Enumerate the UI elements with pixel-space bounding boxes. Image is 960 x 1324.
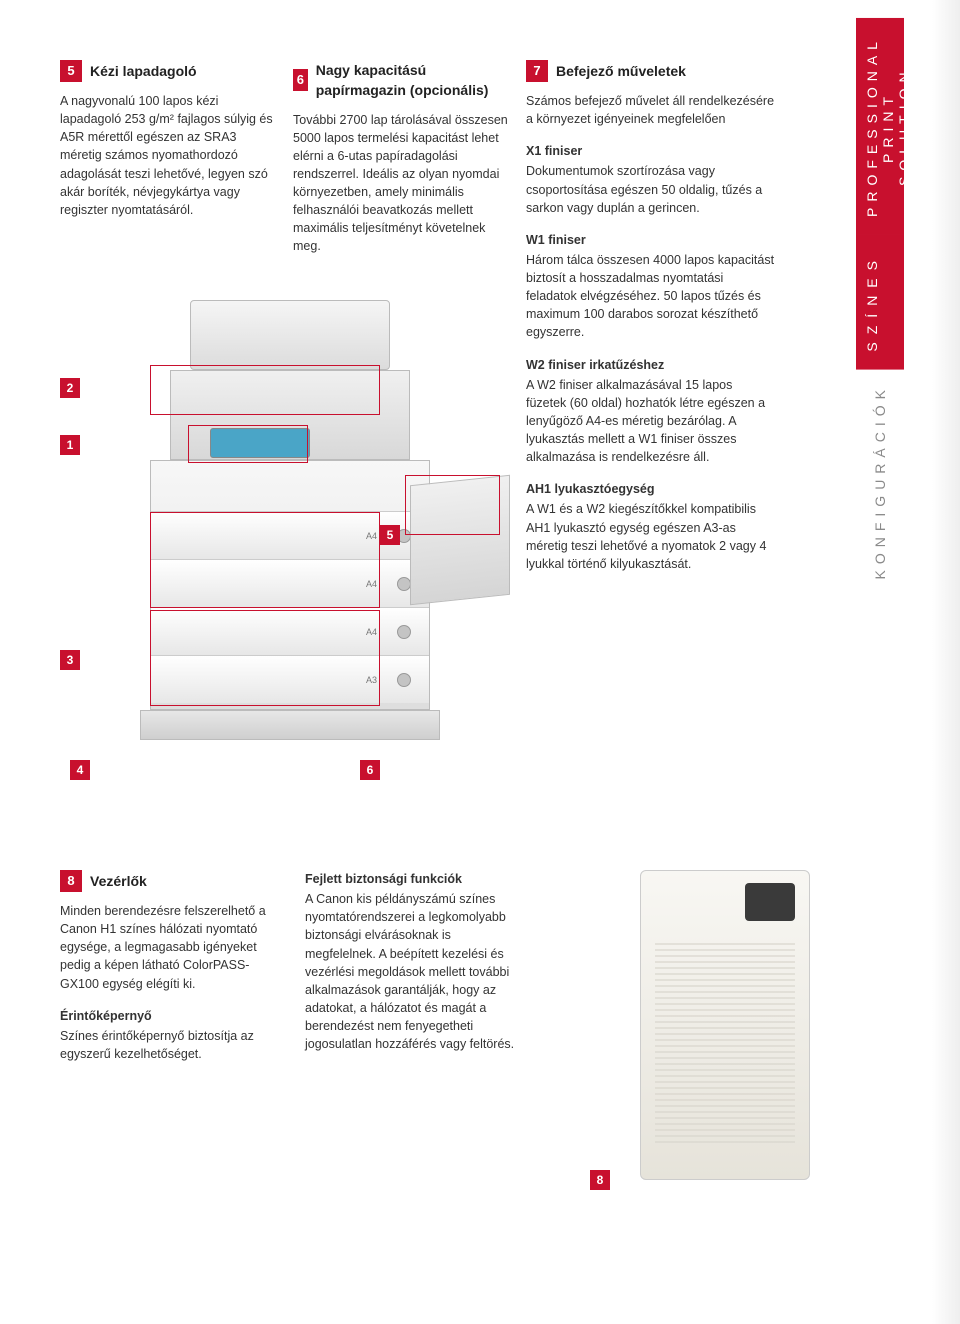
security-body: A Canon kis példányszámú színes nyomtató… xyxy=(305,890,520,1053)
colorpass-server xyxy=(640,870,810,1180)
printer-adf xyxy=(190,300,390,370)
section-7-header: 7 Befejező műveletek xyxy=(526,60,776,82)
intro-7: Számos befejező művelet áll rendelkezésé… xyxy=(526,92,776,128)
callout-1: 1 xyxy=(60,435,80,455)
ah1-body: A W1 és a W2 kiegészítőkkel kompatibilis… xyxy=(526,500,776,573)
security-title: Fejlett biztonsági funkciók xyxy=(305,870,520,888)
callout-box-4 xyxy=(150,610,380,706)
column-7: 7 Befejező műveletek Számos befejező műv… xyxy=(526,60,776,587)
sideband-mid: SZÍNES xyxy=(856,235,904,370)
sideband-upper: PROFESSIONAL PRINT SOLUTION xyxy=(856,18,904,235)
w2-title: W2 finiser irkatűzéshez xyxy=(526,356,776,374)
callout-3: 3 xyxy=(60,650,80,670)
body-6: További 2700 lap tárolásával összesen 50… xyxy=(293,111,508,256)
badge-7: 7 xyxy=(526,60,548,82)
lower-section: 8 Vezérlők Minden berendezésre felszerel… xyxy=(60,870,900,1180)
section-8-header: 8 Vezérlők xyxy=(60,870,275,892)
printer-base xyxy=(140,710,440,740)
badge-5: 5 xyxy=(60,60,82,82)
w2-body: A W2 finiser alkalmazásával 15 lapos füz… xyxy=(526,376,776,467)
callout-box-3 xyxy=(150,512,380,608)
callout-8: 8 xyxy=(590,1170,610,1190)
badge-8: 8 xyxy=(60,870,82,892)
title-7: Befejező műveletek xyxy=(556,61,686,81)
callout-box-5 xyxy=(405,475,500,535)
ah1-title: AH1 lyukasztóegység xyxy=(526,480,776,498)
page-edge-shadow xyxy=(932,0,960,1324)
callout-5: 5 xyxy=(380,525,400,545)
x1-body: Dokumentumok szortírozása vagy csoportos… xyxy=(526,162,776,216)
w1-body: Három tálca összesen 4000 lapos kapacitá… xyxy=(526,251,776,342)
server-vents xyxy=(655,943,795,1143)
column-security: Fejlett biztonsági funkciók A Canon kis … xyxy=(305,870,520,1180)
touch-body: Színes érintőképernyő biztosítja az egys… xyxy=(60,1027,275,1063)
callout-box-1 xyxy=(188,425,308,463)
callout-6: 6 xyxy=(360,760,380,780)
section-6-header: 6 Nagy kapacitású papírmagazin (opcionál… xyxy=(293,60,508,101)
touch-title: Érintőképernyő xyxy=(60,1007,275,1025)
section-5-header: 5 Kézi lapadagoló xyxy=(60,60,275,82)
badge-6: 6 xyxy=(293,69,308,91)
w1-title: W1 finiser xyxy=(526,231,776,249)
body-5: A nagyvonalú 100 lapos kézi lapadagoló 2… xyxy=(60,92,275,219)
callout-4: 4 xyxy=(70,760,90,780)
server-illustration: 8 xyxy=(550,870,900,1180)
title-8: Vezérlők xyxy=(90,871,147,891)
title-6: Nagy kapacitású papírmagazin (opcionális… xyxy=(316,60,508,101)
printer-illustration: A4 A4 A4 A3 2 1 5 3 4 6 xyxy=(60,300,490,770)
column-8: 8 Vezérlők Minden berendezésre felszerel… xyxy=(60,870,275,1180)
body-8: Minden berendezésre felszerelhető a Cano… xyxy=(60,902,275,993)
title-5: Kézi lapadagoló xyxy=(90,61,197,81)
side-band: PROFESSIONAL PRINT SOLUTION SZÍNES KONFI… xyxy=(830,18,930,593)
x1-title: X1 finiser xyxy=(526,142,776,160)
server-screen xyxy=(745,883,795,921)
callout-2: 2 xyxy=(60,378,80,398)
sideband-lower: KONFIGURÁCIÓK xyxy=(864,370,896,593)
callout-box-2 xyxy=(150,365,380,415)
